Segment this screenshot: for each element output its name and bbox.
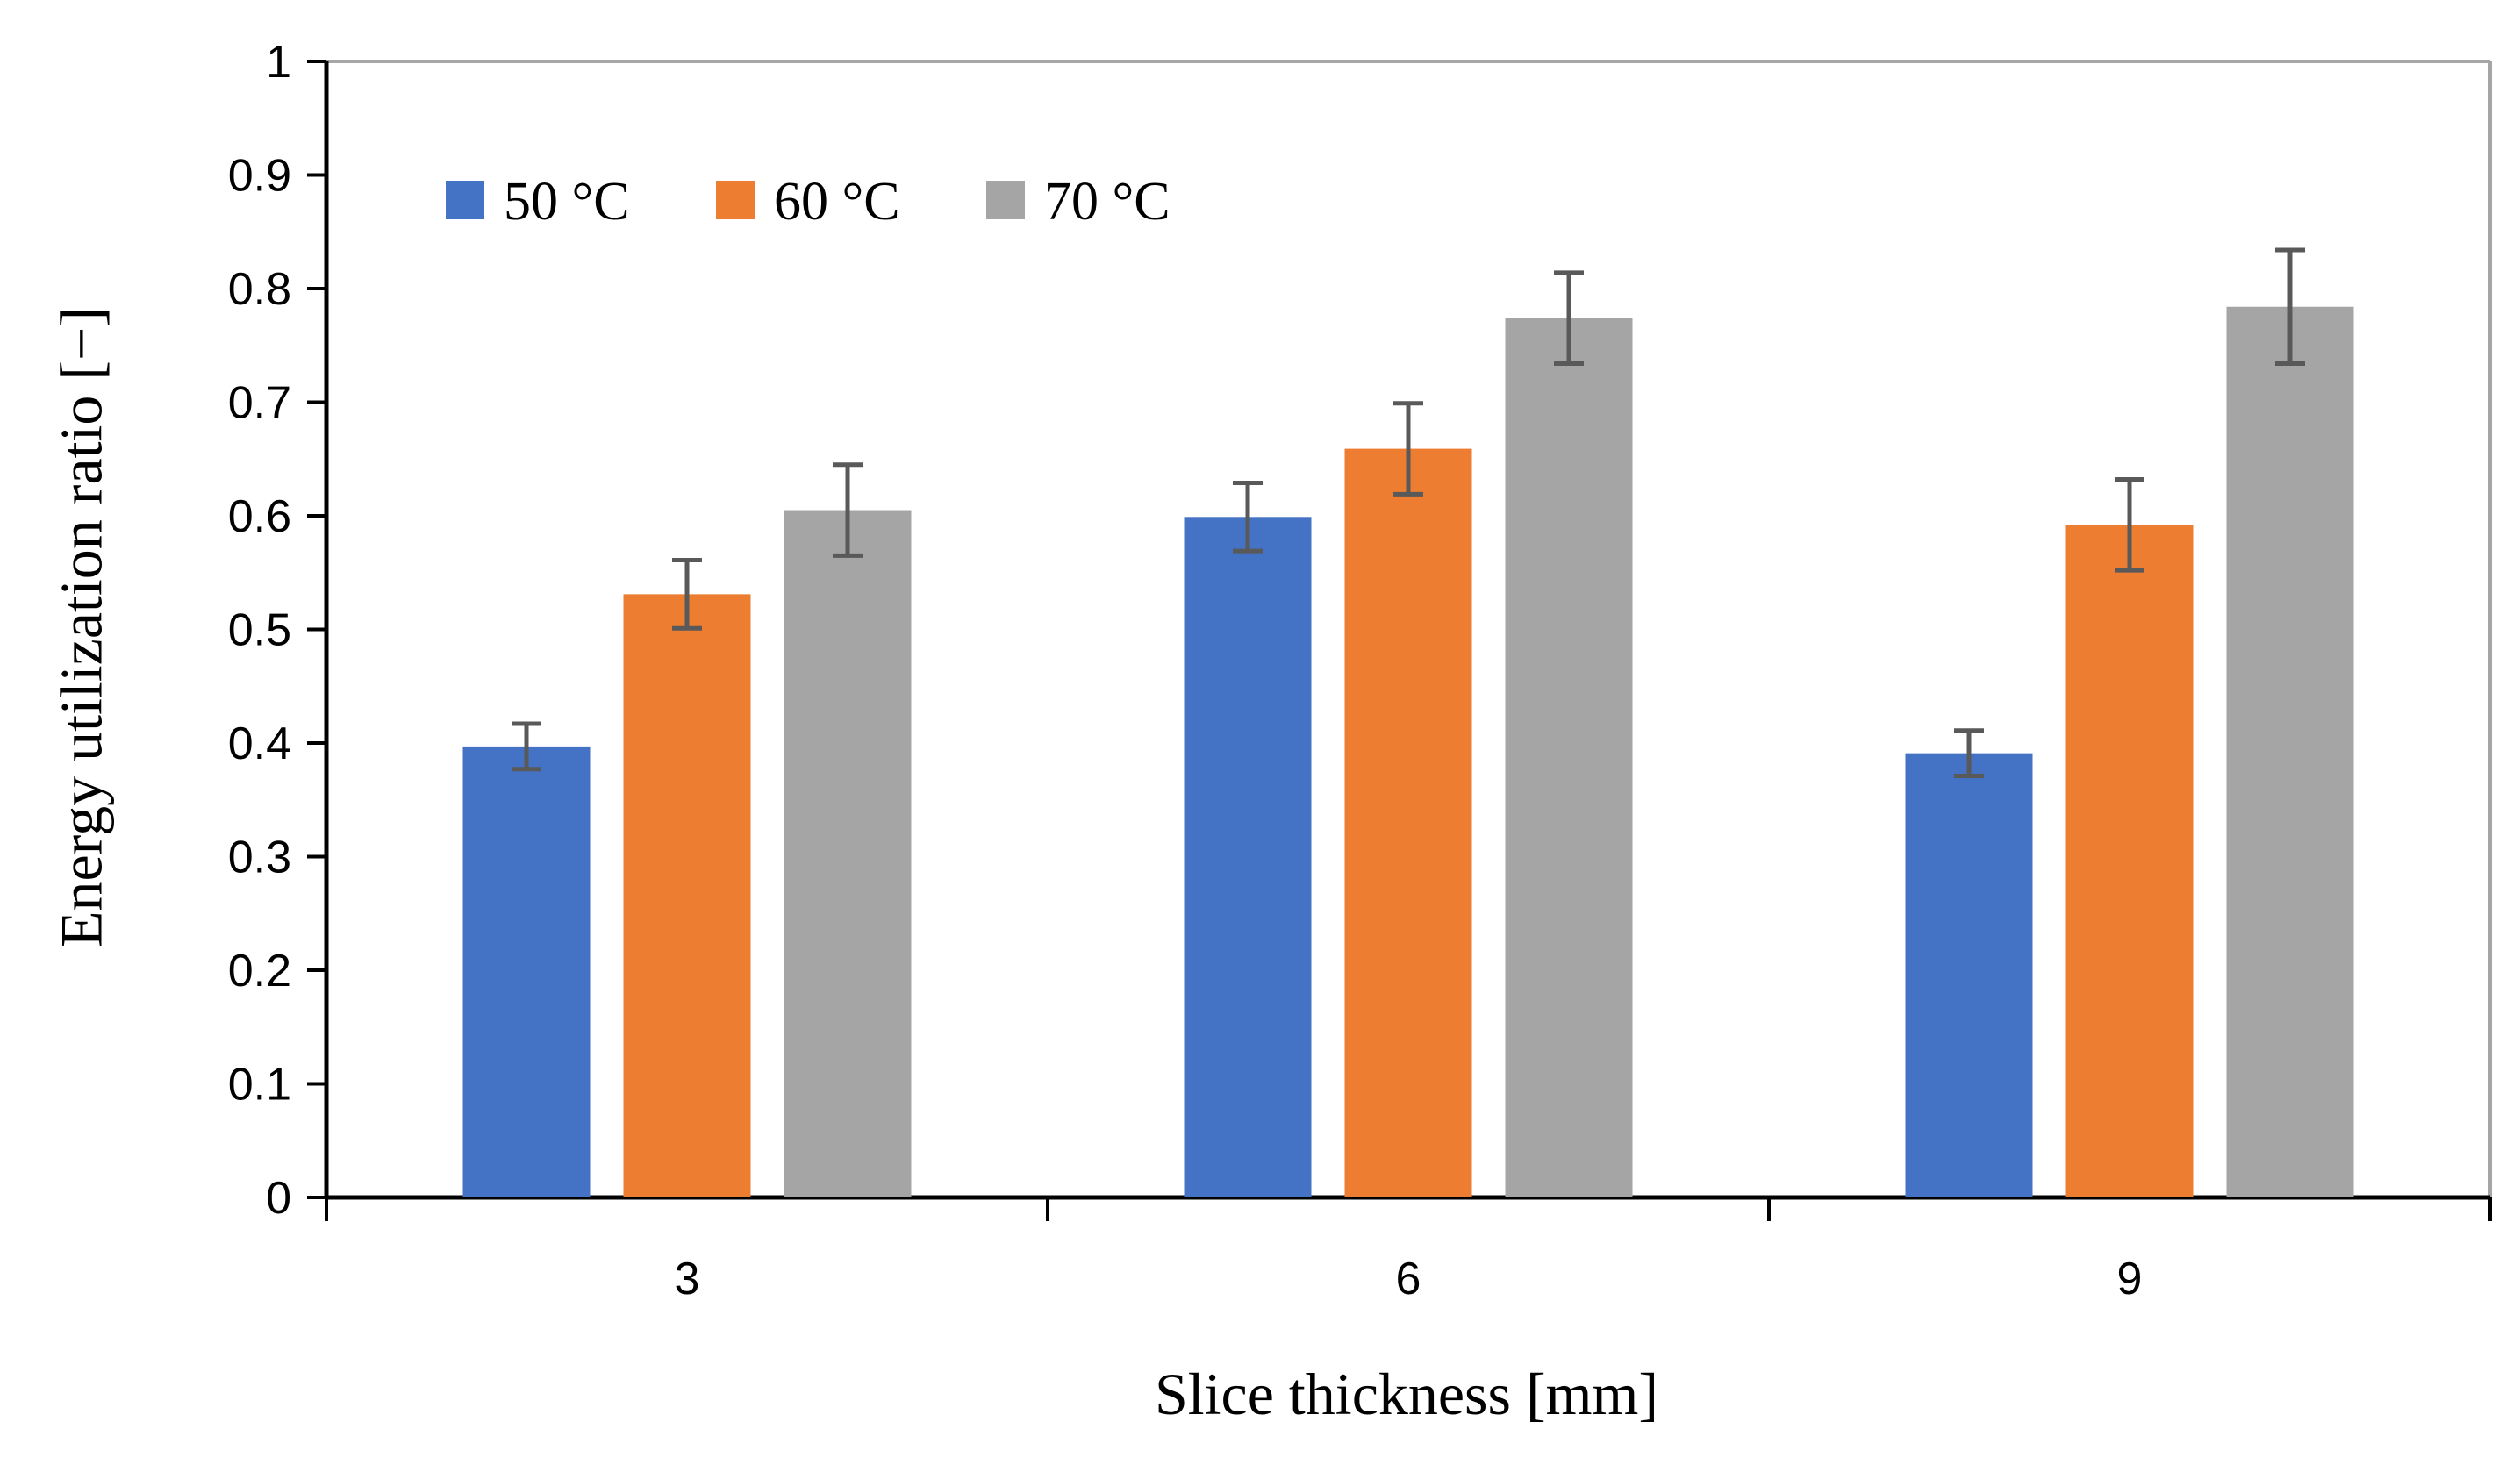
x-axis-title: Slice thickness [mm] [1155,1361,1658,1427]
error-bars-layer [512,247,2305,779]
y-tick-label: 0.9 [228,151,291,202]
error-bar [1233,480,1263,554]
legend-item: 70 °C [986,172,1171,232]
error-bar [2275,247,2305,366]
y-tick-label: 0.2 [228,946,291,997]
bar [2226,306,2354,1198]
bar [1505,318,1633,1197]
y-tick-label: 1 [266,37,291,88]
y-tick-labels: 0 0.1 0.2 0.3 0.4 0.5 0.6 0.7 0.8 0.9 1 [228,37,291,1224]
y-axis-title: Energy utilization ratio [−] [48,307,115,947]
legend-label: 50 °C [504,172,630,232]
legend-label: 70 °C [1044,172,1171,232]
x-tick-label: 3 [675,1254,700,1304]
legend-swatch [716,181,755,219]
x-tick-labels: 3 6 9 [675,1254,2143,1304]
legend-item: 60 °C [716,172,900,232]
error-bar [1954,728,1984,779]
legend-item: 50 °C [446,172,630,232]
error-bar [512,721,541,772]
y-tick-label: 0.7 [228,378,291,429]
error-bar [1554,270,1584,366]
y-tick-label: 0.5 [228,605,291,656]
legend: 50 °C 60 °C 70 °C [446,172,1171,232]
x-tick-label: 6 [1396,1254,1421,1304]
error-bar [833,462,863,558]
legend-swatch [446,181,484,219]
x-tick-label: 9 [2117,1254,2143,1304]
error-bar [672,558,702,631]
bar [2065,525,2194,1197]
y-tick-label: 0.8 [228,264,291,315]
y-tick-label: 0 [266,1173,291,1224]
y-tick-label: 0.6 [228,491,291,542]
y-tick-label: 0.4 [228,718,291,769]
bar [462,746,591,1197]
error-bar [1393,401,1423,497]
legend-swatch [986,181,1025,219]
legend-label: 60 °C [774,172,900,232]
y-tick-label: 0.1 [228,1060,291,1111]
bar [1184,517,1312,1197]
bar [1905,753,2033,1197]
error-bar [2115,477,2144,573]
bars-layer [462,306,2354,1198]
y-tick-label: 0.3 [228,833,291,883]
bar [1344,448,1472,1198]
bar [784,510,912,1197]
bar [623,594,751,1197]
